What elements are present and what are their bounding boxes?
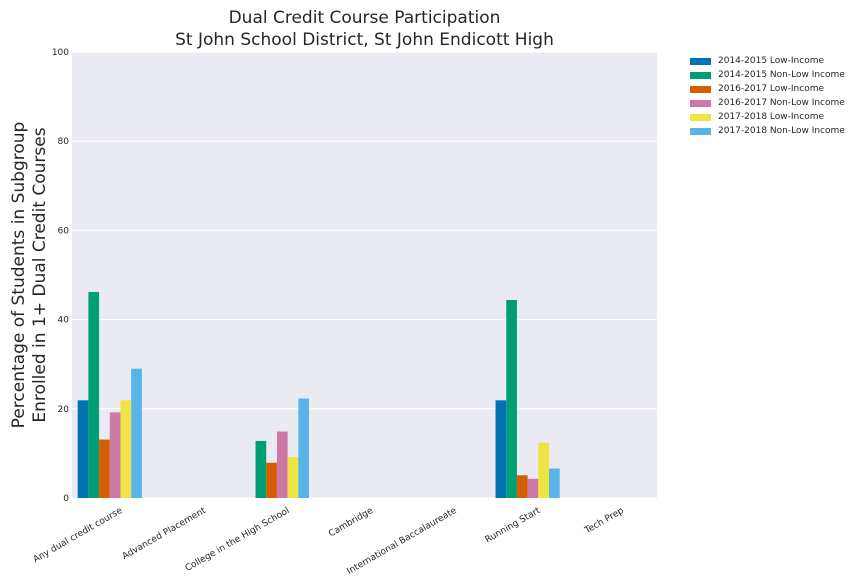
legend-swatch [690,127,711,135]
legend-label: 2017-2018 Non-Low Income [718,126,845,136]
legend-label: 2016-2017 Low-Income [718,84,825,94]
bar [506,299,517,498]
legend-item: 2016-2017 Low-Income [690,82,845,96]
legend-item: 2016-2017 Non-Low Income [690,96,845,110]
legend-label: 2016-2017 Non-Low Income [718,98,845,108]
x-tick-label: Cambridge [327,506,375,540]
bar [495,400,507,498]
legend-swatch [690,113,711,121]
y-tick-label: 20 [58,405,70,415]
bar [109,412,121,498]
bar [276,431,288,498]
legend-swatch [690,71,711,79]
bar [538,442,550,498]
legend-swatch [690,99,711,107]
legend-swatch [690,85,711,93]
bar [131,368,142,498]
bar [549,468,560,498]
y-tick-label: 100 [52,48,69,58]
x-tick-label: Any dual credit course [32,506,125,565]
bar [99,439,110,498]
chart-title-line-1: Dual Credit Course Participation [228,8,501,28]
x-tick-label: Advanced Placement [121,506,208,562]
bar [287,456,299,498]
chart-title-line-2: St John School District, St John Endicot… [175,30,554,50]
bar [88,291,100,498]
legend-item: 2017-2018 Non-Low Income [690,124,845,138]
plot-area [72,52,657,498]
bar [120,400,132,498]
x-tick-label: Tech Prep [583,506,626,537]
legend-item: 2017-2018 Low-Income [690,110,845,124]
bar [255,440,267,498]
bar [298,398,310,498]
y-tick-label: 0 [63,494,69,504]
legend: 2014-2015 Low-Income 2014-2015 Non-Low In… [690,54,845,138]
legend-swatch [690,57,711,65]
legend-label: 2014-2015 Non-Low Income [718,70,845,80]
legend-label: 2014-2015 Low-Income [718,56,825,66]
legend-label: 2017-2018 Low-Income [718,112,825,122]
y-axis-label-line-2: Enrolled in 1+ Dual Credit Courses [30,127,50,422]
y-tick-label: 60 [58,226,70,236]
legend-item: 2014-2015 Non-Low Income [690,68,845,82]
y-tick-label: 40 [58,316,70,326]
bar [527,478,539,498]
bar [77,400,89,498]
x-tick-label: Running Start [484,506,543,546]
bar [516,475,528,498]
y-tick-label: 80 [58,137,70,147]
legend-item: 2014-2015 Low-Income [690,54,845,68]
y-axis-label-line-1: Percentage of Students in Subgroup [9,122,29,429]
bar [266,462,277,498]
